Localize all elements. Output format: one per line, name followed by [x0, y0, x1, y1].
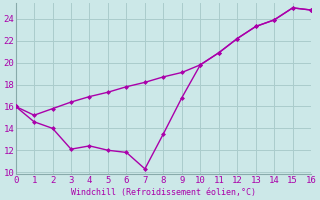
X-axis label: Windchill (Refroidissement éolien,°C): Windchill (Refroidissement éolien,°C): [71, 188, 256, 197]
